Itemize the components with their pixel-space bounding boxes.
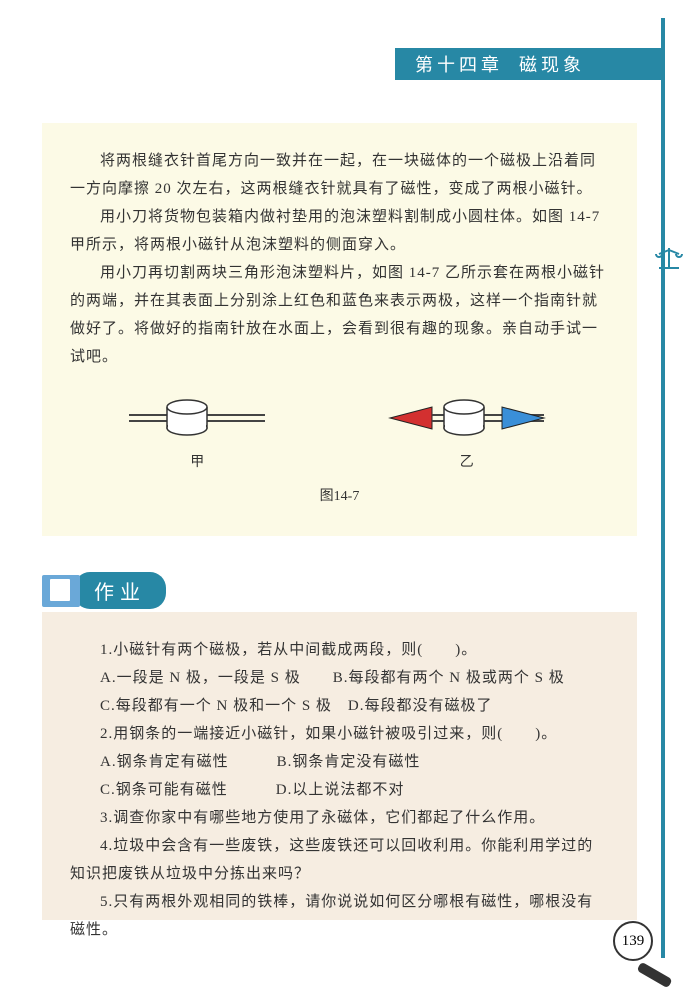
hw-q1: 1.小磁针有两个磁极，若从中间截成两段，则( )。	[70, 636, 609, 664]
hw-q2: 2.用钢条的一端接近小磁针，如果小磁针被吸引过来，则( )。	[70, 720, 609, 748]
homework-tab: 作业	[42, 572, 166, 609]
hw-q2-cd: C.钢条可能有磁性 D.以上说法都不对	[70, 776, 609, 804]
figure-yi: 乙	[382, 393, 552, 471]
hw-q2-ab: A.钢条肯定有磁性 B.钢条肯定没有磁性	[70, 748, 609, 776]
textbook-page: 第十四章 磁现象 将两根缝衣针首尾方向一致并在一起，在一块磁体的一个磁极上沿着同…	[0, 0, 693, 979]
figure-caption: 图14-7	[70, 485, 609, 505]
magnifier-handle-icon	[637, 962, 673, 988]
hw-q5: 5.只有两根外观相同的铁棒，请你说说如何区分哪根有磁性，哪根没有磁性。	[70, 888, 609, 944]
hw-q1-cd: C.每段都有一个 N 极和一个 S 极 D.每段都没有磁极了	[70, 692, 609, 720]
page-number: 139	[613, 921, 653, 961]
homework-label: 作业	[74, 572, 166, 609]
chapter-header: 第十四章 磁现象	[395, 48, 665, 80]
side-accent-line	[661, 18, 665, 958]
book-icon	[42, 575, 80, 607]
chapter-title: 磁现象	[519, 51, 585, 77]
figure-jia: 甲	[127, 393, 267, 471]
hw-q4: 4.垃圾中会含有一些废铁，这些废铁还可以回收利用。你能利用学过的知识把废铁从垃圾…	[70, 832, 609, 888]
paragraph-2: 用小刀将货物包装箱内做衬垫用的泡沫塑料割制成小圆柱体。如图 14-7 甲所示，将…	[70, 203, 609, 259]
activity-box: 将两根缝衣针首尾方向一致并在一起，在一块磁体的一个磁极上沿着同一方向摩擦 20 …	[42, 123, 637, 536]
hw-q1-ab: A.一段是 N 极，一段是 S 极 B.每段都有两个 N 极或两个 S 极	[70, 664, 609, 692]
yi-label: 乙	[460, 451, 474, 471]
balance-scale-icon	[653, 246, 685, 274]
compass-needle-yi-icon	[382, 393, 552, 443]
cylinder-needle-jia-icon	[127, 393, 267, 443]
paragraph-1: 将两根缝衣针首尾方向一致并在一起，在一块磁体的一个磁极上沿着同一方向摩擦 20 …	[70, 147, 609, 203]
chapter-label: 第十四章	[415, 51, 503, 77]
hw-q3: 3.调查你家中有哪些地方使用了永磁体，它们都起了什么作用。	[70, 804, 609, 832]
homework-box: 1.小磁针有两个磁极，若从中间截成两段，则( )。 A.一段是 N 极，一段是 …	[42, 612, 637, 920]
paragraph-3: 用小刀再切割两块三角形泡沫塑料片，如图 14-7 乙所示套在两根小磁针的两端，并…	[70, 259, 609, 371]
figure-14-7: 甲 乙	[70, 393, 609, 471]
jia-label: 甲	[190, 451, 204, 471]
